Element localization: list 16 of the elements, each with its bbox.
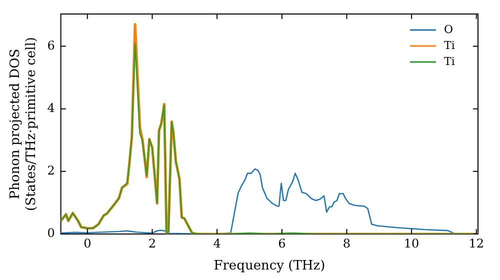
x-axis-title: Frequency (THz) <box>214 258 326 274</box>
y-axis-title: Phonon projected DOS (States/THz·primitive cell) <box>8 36 39 212</box>
legend-label: O <box>444 22 454 36</box>
x-tick-label: 0 <box>84 236 92 250</box>
y-tick-label: 2 <box>47 164 55 178</box>
x-tick-label: 12 <box>468 236 484 250</box>
y-tick-label: 0 <box>47 226 55 240</box>
legend-label: Ti <box>444 38 456 52</box>
x-tick-label: 6 <box>278 236 286 250</box>
x-tick-label: 4 <box>213 236 222 250</box>
legend-label: Ti <box>444 54 456 68</box>
y-tick-label: 6 <box>47 38 55 52</box>
x-tick-label: 8 <box>342 236 351 250</box>
x-tick-label: 2 <box>148 236 156 250</box>
y-tick-label: 4 <box>47 100 56 115</box>
x-tick-label: 10 <box>404 236 420 250</box>
